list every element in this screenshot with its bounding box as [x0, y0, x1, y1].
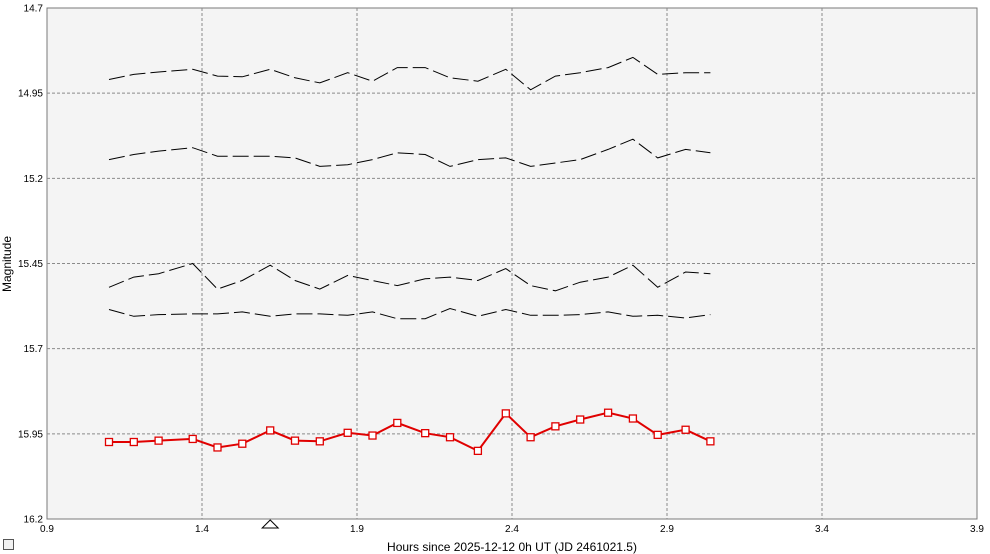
target-data-point[interactable] — [266, 426, 275, 435]
target-data-point[interactable] — [526, 433, 535, 442]
target-data-point[interactable] — [213, 443, 222, 452]
x-position-marker-icon[interactable] — [260, 519, 280, 529]
x-tick-label: 2.9 — [660, 524, 674, 535]
x-tick-label: 3.9 — [970, 524, 984, 535]
y-tick-label: 15.45 — [18, 259, 43, 270]
x-tick-label: 2.4 — [505, 524, 519, 535]
target-data-point[interactable] — [315, 437, 324, 446]
x-tick-label: 1.9 — [350, 524, 364, 535]
x-axis-label: Hours since 2025-12-12 0h UT (JD 2461021… — [387, 540, 637, 554]
target-data-point[interactable] — [445, 433, 455, 442]
target-data-point[interactable] — [368, 431, 377, 440]
x-tick-label: 0.9 — [40, 524, 54, 535]
target-data-point[interactable] — [188, 434, 197, 444]
x-tick-label: 3.4 — [815, 524, 829, 535]
target-data-point[interactable] — [290, 436, 300, 445]
x-tick-labels: 0.9 1.4 1.9 2.4 2.9 3.4 3.9 — [40, 524, 984, 535]
y-axis-label: Magnitude — [0, 236, 14, 292]
y-tick-label: 15.7 — [24, 344, 44, 355]
target-data-point[interactable] — [681, 425, 690, 434]
horizontal-gridlines — [47, 92, 977, 435]
y-tick-labels: 14.7 14.95 15.2 15.45 15.7 15.95 16.2 — [18, 4, 43, 526]
target-data-point[interactable] — [154, 436, 163, 445]
target-data-point[interactable] — [421, 429, 430, 438]
target-data-point[interactable] — [576, 415, 585, 424]
y-tick-label: 15.2 — [24, 174, 44, 185]
x-tick-label: 1.4 — [195, 524, 209, 535]
target-data-point[interactable] — [628, 414, 638, 423]
target-data-point[interactable] — [501, 409, 510, 418]
target-data-point[interactable] — [603, 408, 613, 417]
comparison-series-line-4 — [108, 307, 711, 320]
y-tick-label: 16.2 — [24, 515, 44, 526]
target-data-point[interactable] — [393, 418, 402, 428]
target-data-point[interactable] — [238, 439, 247, 448]
comparison-series-line-3 — [108, 262, 711, 292]
target-data-point[interactable] — [129, 437, 138, 447]
y-tick-label: 14.95 — [18, 89, 43, 100]
y-tick-label: 15.95 — [18, 429, 43, 440]
target-data-point[interactable] — [343, 428, 352, 437]
target-data-point[interactable] — [706, 437, 715, 446]
comparison-series-line-2 — [108, 138, 711, 167]
target-data-point[interactable] — [551, 422, 560, 431]
target-data-point[interactable] — [473, 446, 483, 456]
y-tick-label: 14.7 — [24, 4, 44, 15]
target-data-point[interactable] — [104, 437, 114, 447]
target-data-point[interactable] — [653, 430, 662, 440]
corner-toggle-box[interactable] — [3, 539, 14, 550]
series-layer — [104, 56, 715, 456]
comparison-series-line-1 — [108, 56, 711, 91]
